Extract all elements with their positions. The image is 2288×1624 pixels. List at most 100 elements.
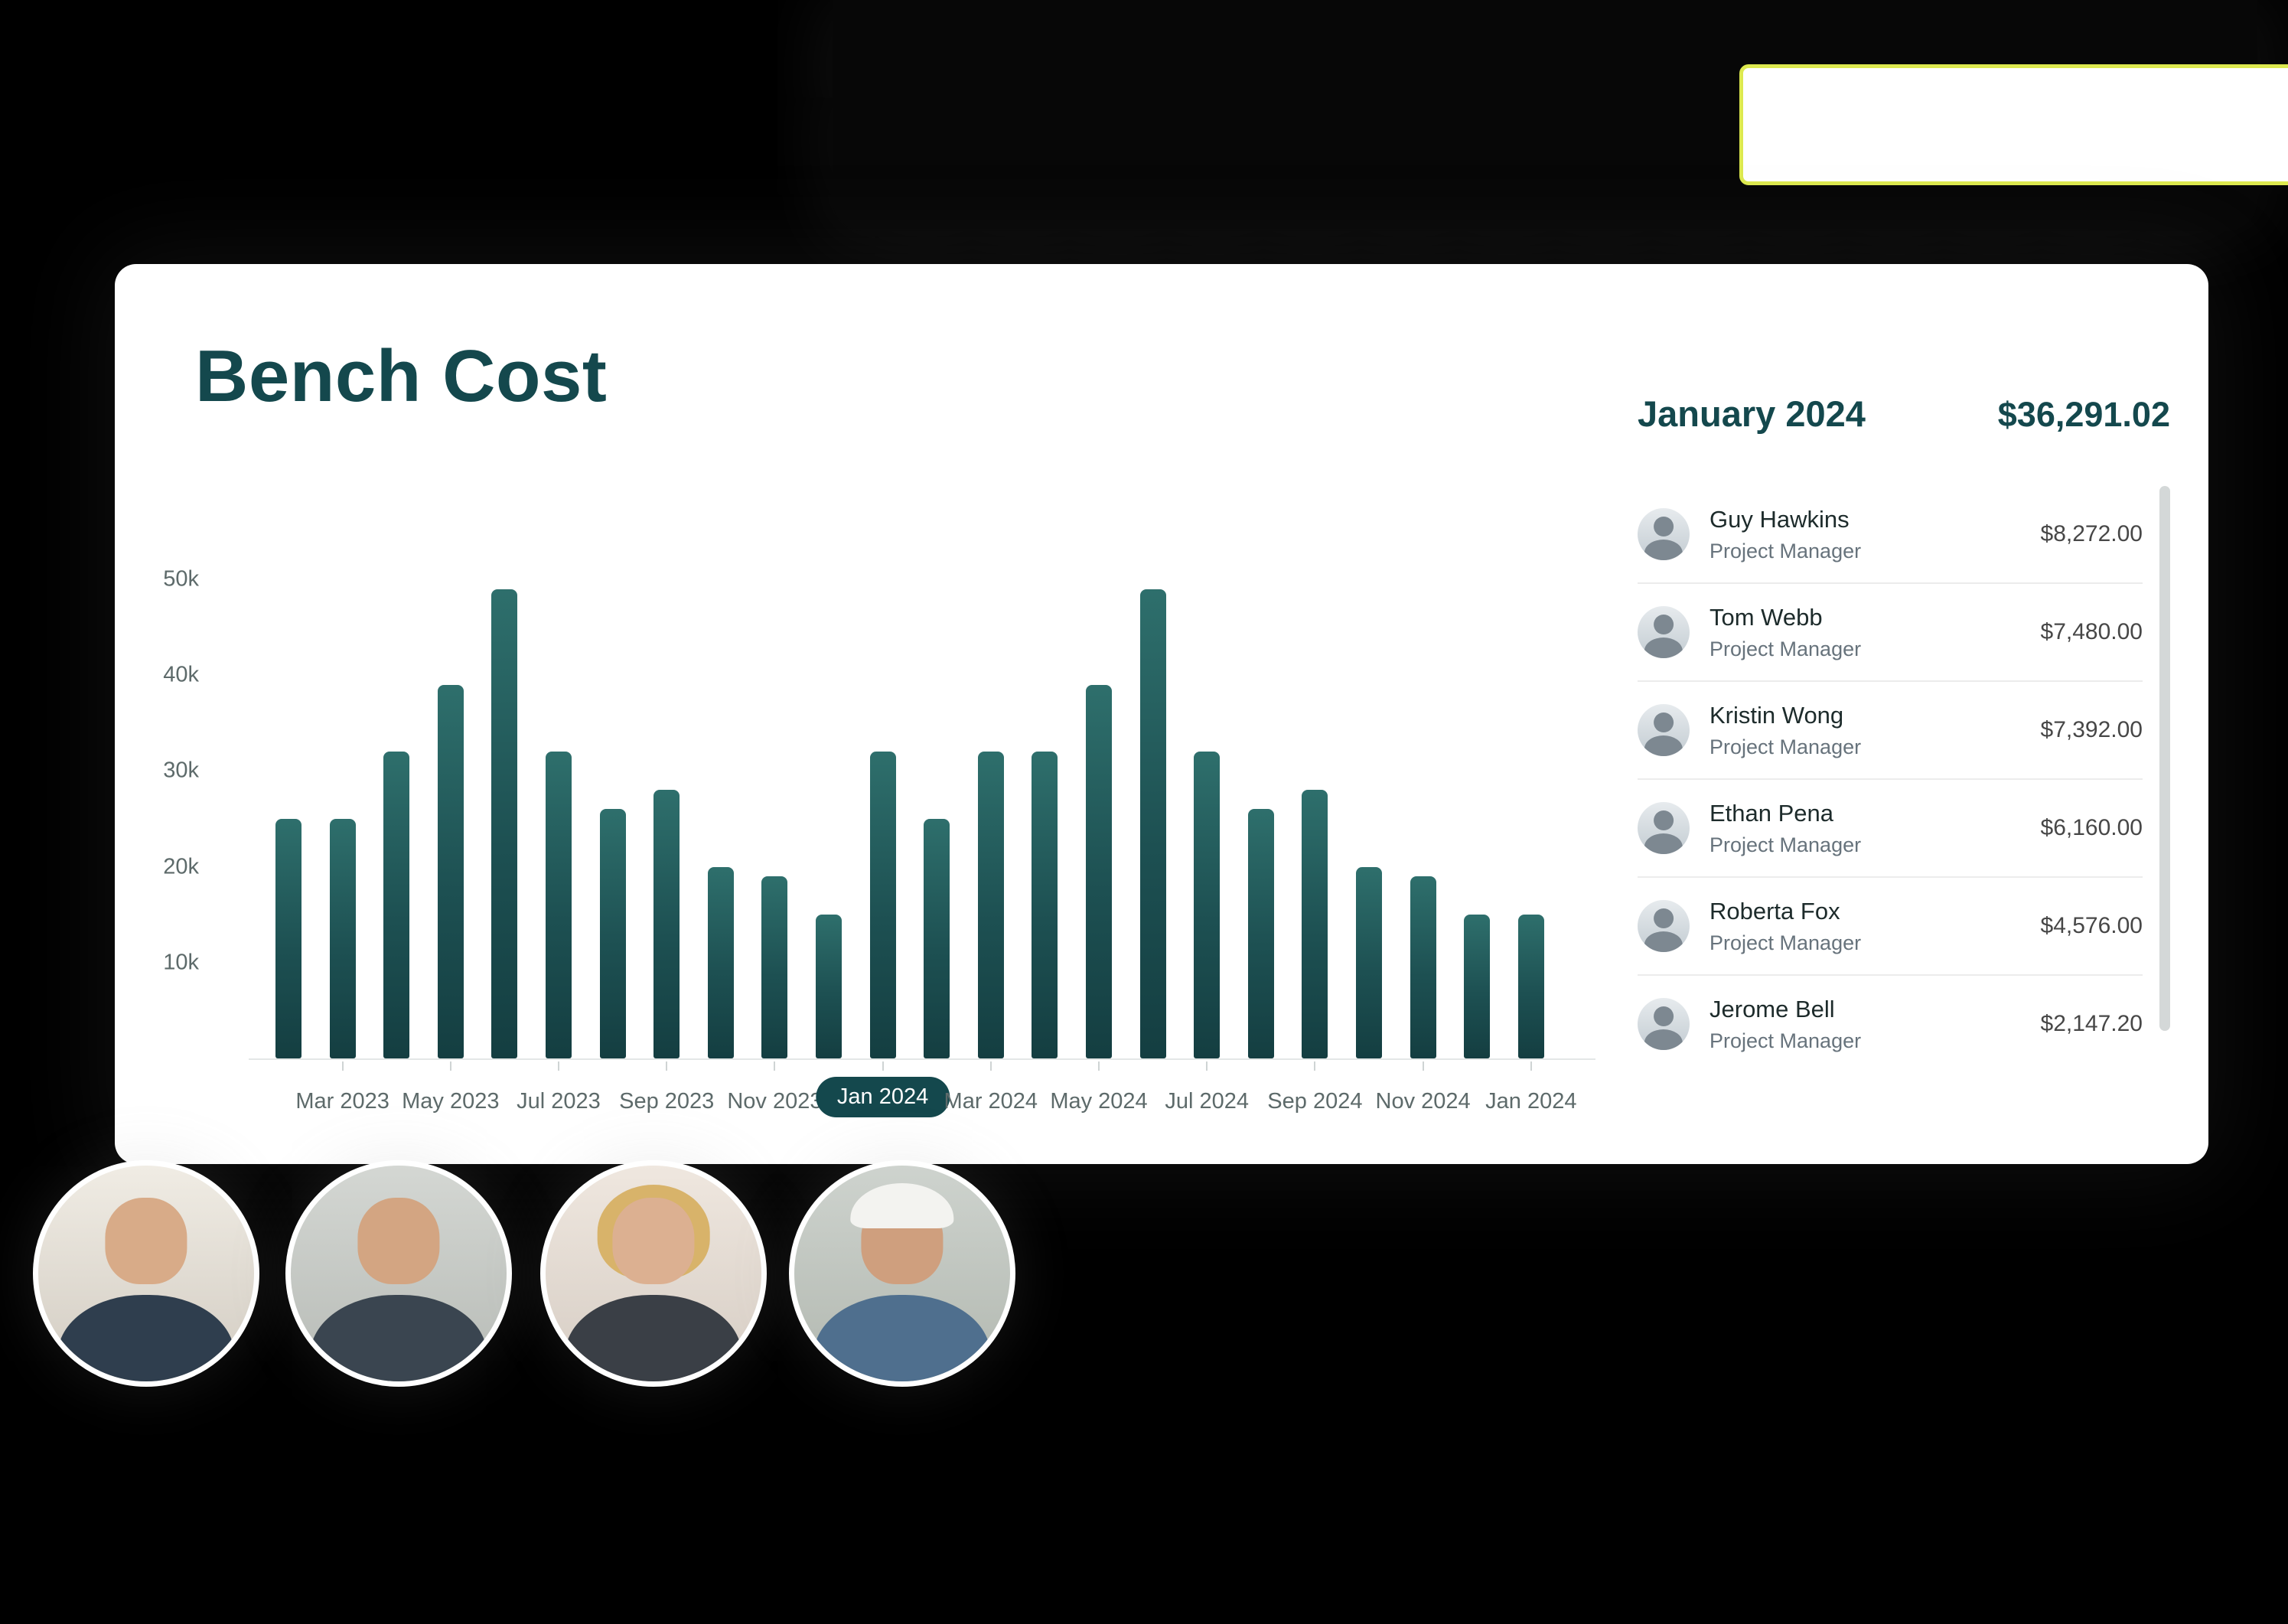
axis-tick xyxy=(1422,1061,1424,1071)
chart-bar[interactable] xyxy=(924,819,950,1058)
person-amount: $8,272.00 xyxy=(2040,521,2143,546)
person-amount: $2,147.20 xyxy=(2040,1011,2143,1036)
panel-header: January 2024 $36,291.02 xyxy=(1638,393,2170,435)
avatar-photo-3 xyxy=(540,1160,767,1387)
chart-bar[interactable] xyxy=(1247,809,1274,1058)
bench-cost-card: Bench Cost 50k 40k 30k 20k 10k Mar 2023 May 2… xyxy=(115,264,2208,1164)
chart-bar[interactable] xyxy=(491,589,518,1058)
x-tick-label[interactable]: Jul 2024 xyxy=(1165,1089,1250,1114)
axis-tick xyxy=(558,1061,559,1071)
avatar-silhouette xyxy=(612,1198,695,1285)
x-tick-label[interactable]: Sep 2023 xyxy=(619,1089,715,1114)
person-name: Jerome Bell xyxy=(1709,995,1835,1022)
x-tick-label[interactable]: Jan 2024 xyxy=(1485,1089,1577,1114)
page-title: Bench Cost xyxy=(195,335,608,417)
toolbar: $ xyxy=(833,0,2288,231)
avatar-silhouette xyxy=(357,1198,440,1285)
scrollbar[interactable] xyxy=(2159,486,2170,1031)
person-name: Guy Hawkins xyxy=(1709,505,1850,533)
avatar-photo-2 xyxy=(285,1160,512,1387)
chart-baseline xyxy=(249,1058,1595,1060)
avatar xyxy=(1638,998,1690,1050)
person-amount: $7,392.00 xyxy=(2040,717,2143,742)
y-tick-label: 50k xyxy=(163,566,199,592)
person-role: Project Manager xyxy=(1709,931,1862,954)
y-axis: 50k 40k 30k 20k 10k xyxy=(122,567,199,1058)
hard-hat-icon xyxy=(850,1182,954,1228)
person-name: Roberta Fox xyxy=(1709,897,1840,925)
person-amount: $4,576.00 xyxy=(2040,913,2143,938)
chart-bar[interactable] xyxy=(816,915,842,1058)
person-role: Project Manager xyxy=(1709,637,1862,660)
chart-bar[interactable] xyxy=(761,876,788,1058)
avatar xyxy=(1638,508,1690,560)
x-tick-label[interactable]: Sep 2024 xyxy=(1267,1089,1363,1114)
x-axis: Mar 2023 May 2023 Jul 2023 Sep 2023 Nov 2023… xyxy=(275,1074,1576,1135)
chart-bar[interactable] xyxy=(977,752,1004,1058)
x-tick-label[interactable]: Nov 2024 xyxy=(1375,1089,1471,1114)
chart-bar[interactable] xyxy=(1517,915,1544,1058)
chart-bar[interactable] xyxy=(383,752,410,1058)
person-role: Project Manager xyxy=(1709,735,1862,758)
selected-month-label: January 2024 xyxy=(1638,393,1866,434)
y-tick-label: 30k xyxy=(163,758,199,783)
avatar-photo-1 xyxy=(33,1160,259,1387)
list-item[interactable]: Jerome Bell Project Manager $2,147.20 xyxy=(1638,976,2143,1072)
y-tick-label: 20k xyxy=(163,854,199,879)
chart-bar[interactable] xyxy=(653,790,680,1058)
chart-bar[interactable] xyxy=(437,685,464,1058)
chart-bar[interactable] xyxy=(546,752,572,1058)
axis-tick xyxy=(666,1061,668,1071)
toolbar-input-1[interactable] xyxy=(1739,64,2288,185)
axis-tick xyxy=(1530,1061,1532,1071)
chart-bar[interactable] xyxy=(1464,915,1491,1058)
x-tick-label[interactable]: Mar 2023 xyxy=(295,1089,389,1114)
person-name: Tom Webb xyxy=(1709,603,1823,631)
person-name: Kristin Wong xyxy=(1709,701,1844,729)
axis-tick xyxy=(882,1061,884,1071)
x-tick-label[interactable]: Mar 2024 xyxy=(944,1089,1038,1114)
chart-bar[interactable] xyxy=(1194,752,1221,1058)
avatar xyxy=(1638,606,1690,658)
chart-bar[interactable] xyxy=(599,809,626,1058)
person-amount: $6,160.00 xyxy=(2040,815,2143,840)
person-amount: $7,480.00 xyxy=(2040,619,2143,644)
chart-bar[interactable] xyxy=(1356,867,1382,1058)
list-item[interactable]: Kristin Wong Project Manager $7,392.00 xyxy=(1638,682,2143,780)
chart-bar[interactable] xyxy=(707,867,734,1058)
person-role: Project Manager xyxy=(1709,539,1862,563)
chart-bar[interactable] xyxy=(329,819,356,1058)
avatar xyxy=(1638,802,1690,854)
avatar xyxy=(1638,704,1690,756)
list-item[interactable]: Roberta Fox Project Manager $4,576.00 xyxy=(1638,878,2143,976)
chart-bar[interactable] xyxy=(1032,752,1058,1058)
axis-tick xyxy=(449,1061,451,1071)
axis-tick xyxy=(341,1061,344,1071)
axis-tick xyxy=(1206,1061,1208,1071)
chart-bar[interactable] xyxy=(1410,876,1436,1058)
person-role: Project Manager xyxy=(1709,1029,1862,1052)
axis-tick xyxy=(1098,1061,1100,1071)
y-tick-label: 10k xyxy=(163,950,199,975)
chart-bar[interactable] xyxy=(1086,685,1112,1058)
axis-tick xyxy=(774,1061,776,1071)
list-item[interactable]: Guy Hawkins Project Manager $8,272.00 xyxy=(1638,486,2143,584)
list-item[interactable]: Ethan Pena Project Manager $6,160.00 xyxy=(1638,780,2143,878)
avatar xyxy=(1638,900,1690,952)
people-list: Guy Hawkins Project Manager $8,272.00 To… xyxy=(1638,486,2143,1072)
list-item[interactable]: Tom Webb Project Manager $7,480.00 xyxy=(1638,584,2143,682)
axis-tick xyxy=(989,1061,992,1071)
x-tick-label[interactable]: Jul 2023 xyxy=(517,1089,601,1114)
x-tick-label[interactable]: May 2023 xyxy=(402,1089,500,1114)
x-tick-label[interactable]: Jan 2024 xyxy=(815,1077,950,1117)
chart-bar[interactable] xyxy=(1139,589,1166,1058)
axis-tick xyxy=(1314,1061,1316,1071)
avatar-silhouette xyxy=(105,1198,187,1285)
x-tick-label[interactable]: May 2024 xyxy=(1050,1089,1148,1114)
chart-plot xyxy=(275,579,1576,1071)
y-tick-label: 40k xyxy=(163,662,199,687)
chart-bar[interactable] xyxy=(869,752,896,1058)
chart-bar[interactable] xyxy=(275,819,301,1058)
x-tick-label[interactable]: Nov 2023 xyxy=(727,1089,823,1114)
chart-bar[interactable] xyxy=(1302,790,1328,1058)
